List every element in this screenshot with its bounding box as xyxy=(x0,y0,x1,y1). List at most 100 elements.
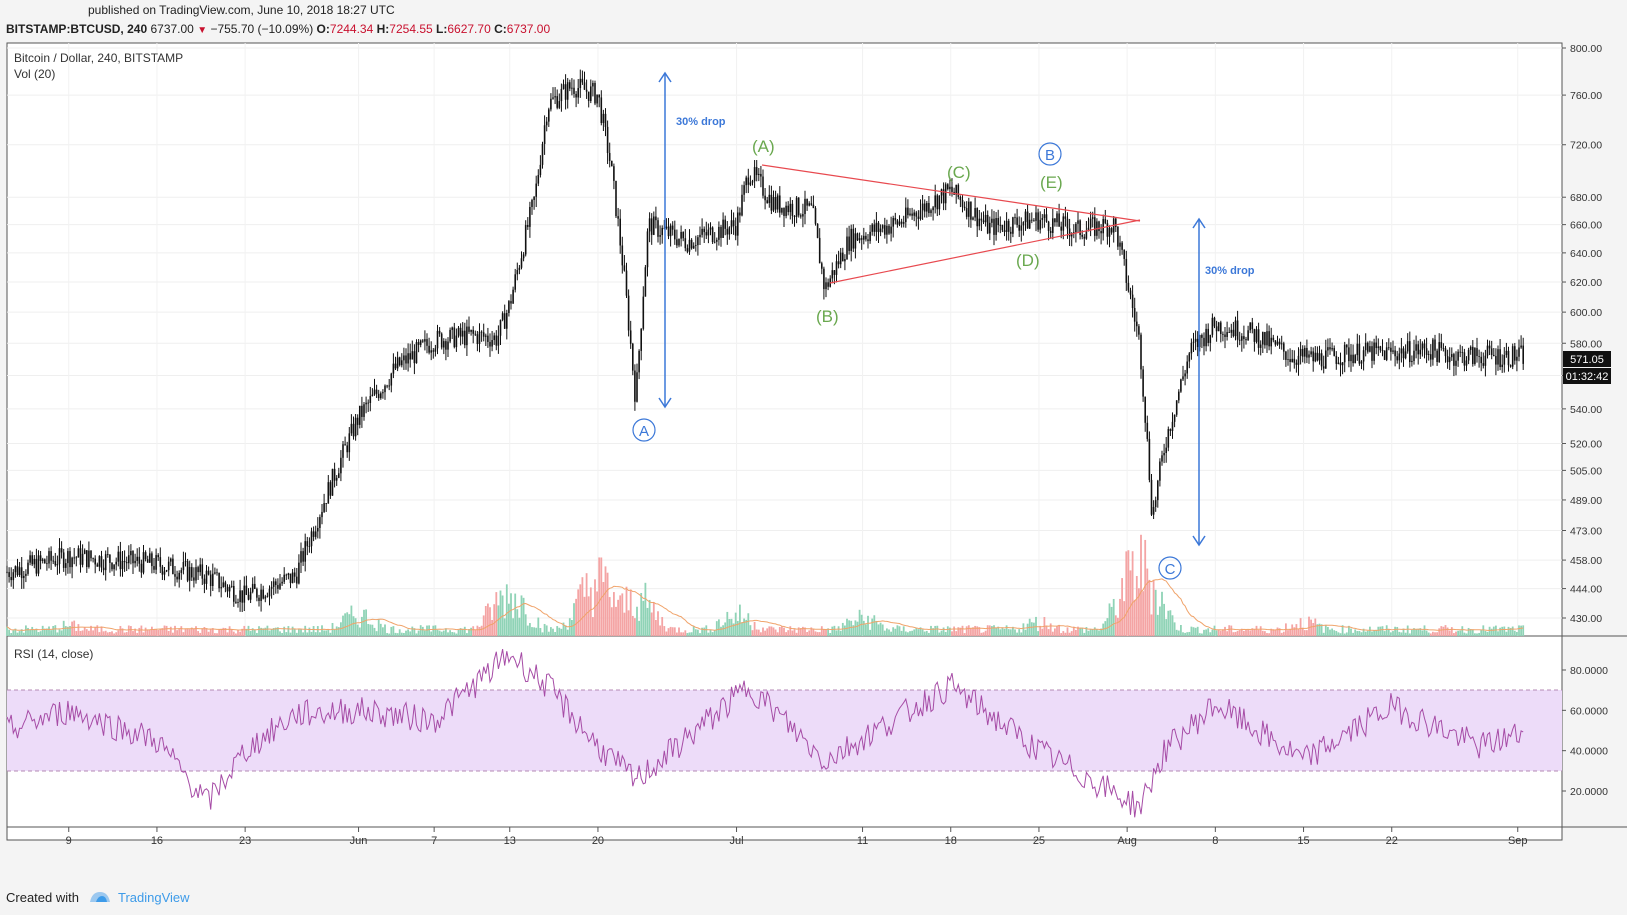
volume-bar xyxy=(1387,629,1390,636)
candle-body xyxy=(325,503,327,504)
candle-body xyxy=(787,205,789,213)
candle-body xyxy=(1167,429,1170,448)
candle-body xyxy=(1014,217,1016,219)
candle-body xyxy=(1472,346,1474,364)
volume-bar xyxy=(564,625,567,636)
volume-bar xyxy=(930,625,932,636)
volume-bar xyxy=(466,633,468,636)
volume-bar xyxy=(655,619,657,636)
candle-body xyxy=(104,554,107,571)
candle-body xyxy=(281,581,283,584)
candle-body xyxy=(1358,343,1361,364)
chart-area[interactable]: 800.00760.00720.00680.00660.00640.00620.… xyxy=(0,40,1627,880)
candle-body xyxy=(1341,362,1344,366)
volume-bar xyxy=(1280,632,1283,636)
volume-bar xyxy=(211,628,214,636)
candle-body xyxy=(1375,342,1377,349)
volume-bar xyxy=(1196,626,1199,636)
volume-bar xyxy=(243,625,246,636)
volume-bar xyxy=(77,624,80,636)
volume-bar xyxy=(1308,616,1310,636)
volume-bar xyxy=(579,584,582,636)
candle-body xyxy=(1367,342,1369,352)
volume-bar xyxy=(1018,629,1021,636)
candle-body xyxy=(1031,219,1033,221)
volume-bar xyxy=(1461,626,1464,636)
volume-bar xyxy=(875,620,878,636)
volume-bar xyxy=(1520,625,1522,636)
volume-bar xyxy=(1293,627,1296,636)
volume-bar xyxy=(837,626,840,636)
candle-body xyxy=(8,572,10,577)
volume-bar xyxy=(825,629,827,636)
candle-body xyxy=(193,577,195,581)
created-with-label: Created with xyxy=(6,890,79,905)
candle-body xyxy=(90,550,92,559)
candle-body xyxy=(186,561,189,581)
candle-body xyxy=(1016,217,1018,225)
drop1-arrow-bottom-icon xyxy=(658,397,672,409)
tradingview-brand-link[interactable]: TradingView xyxy=(118,890,190,905)
candle-body xyxy=(520,258,523,268)
candle-body xyxy=(716,239,718,242)
candle-body xyxy=(1301,348,1304,357)
candle-body xyxy=(762,176,764,196)
candle-body xyxy=(153,566,155,570)
volume-bar xyxy=(335,626,338,636)
candle-body xyxy=(134,560,136,564)
candle-body xyxy=(165,570,168,572)
candle-body xyxy=(636,372,638,402)
grid-lines xyxy=(7,43,1562,636)
candle-body xyxy=(136,556,138,561)
candle-body xyxy=(1188,353,1191,362)
tradingview-logo-icon[interactable] xyxy=(88,888,112,904)
candle-body xyxy=(1444,348,1447,357)
volume-bar xyxy=(493,604,496,636)
candle-body xyxy=(1346,344,1348,348)
candle-body xyxy=(541,143,544,165)
volume-bar xyxy=(98,632,101,636)
candle-body xyxy=(424,339,426,342)
candle-body xyxy=(600,97,603,124)
volume-bar xyxy=(474,629,477,636)
candle-body xyxy=(472,329,474,334)
symbol-label: BITSTAMP:BTCUSD, 240 xyxy=(6,22,148,36)
volume-bar xyxy=(159,629,162,636)
candle-body xyxy=(1413,350,1415,361)
price-tick-label: 458.00 xyxy=(1570,555,1602,567)
candle-body xyxy=(827,282,829,287)
candle-body xyxy=(176,576,178,580)
candle-body xyxy=(180,570,183,573)
candle-body xyxy=(1287,359,1289,360)
volume-bar xyxy=(1322,632,1325,636)
volume-bar xyxy=(1331,628,1333,636)
rsi-tick-label: 20.0000 xyxy=(1570,786,1608,798)
volume-bar xyxy=(638,620,640,636)
volume-bar xyxy=(1364,631,1367,636)
volume-bar xyxy=(627,610,630,636)
candle-body xyxy=(1434,339,1436,351)
candle-body xyxy=(1068,228,1071,237)
candle-body xyxy=(1484,355,1487,366)
candle-body xyxy=(115,561,117,565)
candle-body xyxy=(844,259,846,262)
candle-body xyxy=(1425,348,1428,355)
candle-body xyxy=(365,402,367,405)
volume-bar xyxy=(980,632,983,636)
volume-bar xyxy=(978,627,981,636)
volume-bar xyxy=(60,630,63,636)
volume-bar xyxy=(547,631,550,636)
volume-bar xyxy=(1201,633,1203,636)
candle-body xyxy=(854,233,857,249)
candle-body xyxy=(430,350,432,353)
volume-bar xyxy=(197,631,199,636)
candle-body xyxy=(1306,347,1308,358)
candle-body xyxy=(27,562,29,574)
annotations: 30% drop 30% drop (A) (B) (C) (D) (E) A … xyxy=(632,71,1255,580)
candle-body xyxy=(140,563,143,573)
candle-body xyxy=(321,511,323,518)
volume-bar xyxy=(361,616,363,636)
volume-bar xyxy=(207,631,210,636)
open-label: O: xyxy=(316,22,330,36)
candle-body xyxy=(48,551,50,564)
